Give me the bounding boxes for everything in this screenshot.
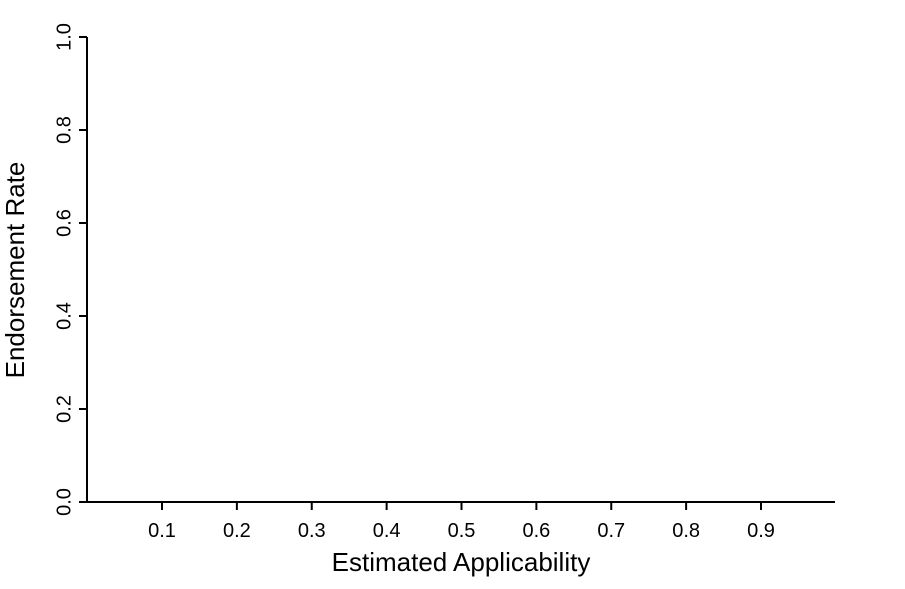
- y-tick-label: 0.0: [53, 488, 75, 516]
- y-tick-label: 0.8: [53, 116, 75, 144]
- y-axis: 0.0 0.2 0.4 0.6 0.8 1.0: [53, 23, 88, 516]
- y-tick-label: 1.0: [53, 23, 75, 51]
- x-tick-label: 0.1: [148, 520, 176, 542]
- x-axis-title: Estimated Applicability: [332, 547, 591, 577]
- x-tick-label: 0.2: [223, 520, 251, 542]
- x-tick-label: 0.9: [747, 520, 775, 542]
- x-tick-label: 0.4: [373, 520, 401, 542]
- y-tick-label: 0.4: [53, 302, 75, 330]
- x-axis: 0.1 0.2 0.3 0.4 0.5 0.6 0.7 0.8 0.9: [87, 501, 835, 542]
- y-axis-title: Endorsement Rate: [0, 162, 30, 379]
- x-tick-label: 0.3: [298, 520, 326, 542]
- y-tick-label: 0.2: [53, 395, 75, 423]
- x-tick-label: 0.6: [522, 520, 550, 542]
- y-tick-label: 0.6: [53, 209, 75, 237]
- x-tick-label: 0.8: [672, 520, 700, 542]
- x-tick-label: 0.5: [448, 520, 476, 542]
- x-tick-label: 0.7: [597, 520, 625, 542]
